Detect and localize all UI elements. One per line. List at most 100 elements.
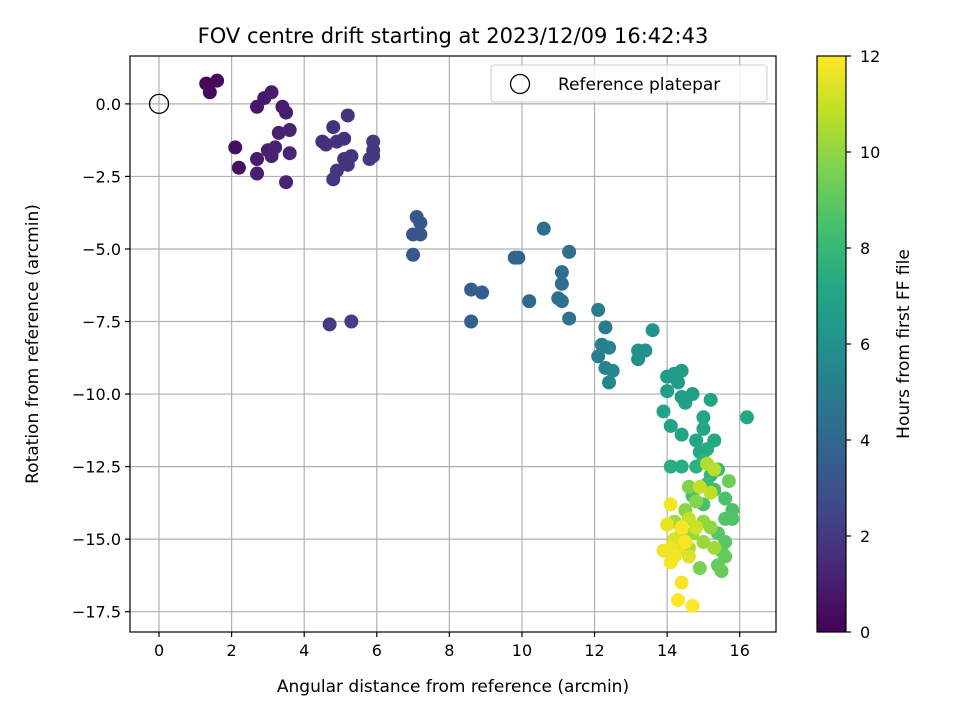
x-tick-label: 14 (657, 641, 677, 660)
data-point (689, 520, 704, 535)
data-point (678, 535, 693, 550)
data-point (326, 120, 341, 135)
data-point (605, 363, 620, 378)
colorbar-tick-label: 12 (860, 47, 880, 66)
colorbar-ticks: 0 2 4 6 8 10 12 (846, 47, 880, 642)
y-tick-label: −12.5 (72, 458, 121, 477)
data-point (671, 375, 686, 390)
data-point (674, 459, 689, 474)
colorbar-tick-label: 0 (860, 623, 870, 642)
data-point (663, 459, 678, 474)
data-point (660, 384, 675, 399)
data-point (591, 302, 606, 317)
data-point (696, 410, 711, 425)
y-axis-ticks: 0.0 −2.5 −5.0 −7.5 −10.0 −12.5 −15.0 −17.5 (72, 95, 130, 622)
data-point (638, 343, 653, 358)
x-axis-ticks: 0 2 4 6 8 10 12 14 16 (154, 632, 750, 660)
data-point (210, 73, 225, 88)
data-point (681, 549, 696, 564)
y-tick-label: 0.0 (96, 95, 121, 114)
data-point (231, 160, 246, 175)
data-point (674, 520, 689, 535)
y-axis-label: Rotation from reference (arcmin) (23, 204, 43, 484)
x-tick-label: 12 (584, 641, 604, 660)
data-point (660, 517, 675, 532)
x-tick-label: 8 (444, 641, 454, 660)
y-tick-label: −5.0 (82, 240, 121, 259)
data-point (344, 149, 359, 164)
data-point (511, 250, 526, 265)
data-point (671, 593, 686, 608)
data-point (714, 564, 729, 579)
data-point (591, 349, 606, 364)
data-point (681, 479, 696, 494)
data-point (562, 311, 577, 326)
data-point (663, 418, 678, 433)
data-point (250, 152, 265, 167)
data-point (271, 125, 286, 140)
data-point (279, 105, 294, 120)
data-point (344, 314, 359, 329)
data-point (696, 535, 711, 550)
data-point (703, 485, 718, 500)
data-point (228, 140, 243, 155)
data-point (282, 122, 297, 137)
x-tick-label: 4 (299, 641, 309, 660)
data-point (554, 294, 569, 309)
data-point (554, 276, 569, 291)
data-points (199, 73, 754, 613)
legend-marker-circle-icon (509, 73, 531, 95)
legend-box (490, 64, 768, 103)
y-tick-label: −15.0 (72, 530, 121, 549)
data-point (663, 555, 678, 570)
data-point (536, 221, 551, 236)
data-point (725, 511, 740, 526)
data-point (674, 363, 689, 378)
data-point (413, 215, 428, 230)
colorbar-gradient (816, 55, 847, 633)
data-point (413, 227, 428, 242)
data-point (264, 85, 279, 100)
colorbar-tick-label: 6 (860, 335, 870, 354)
data-point (703, 392, 718, 407)
data-point (663, 497, 678, 512)
colorbar-label: Hours from first FF file (894, 249, 914, 439)
data-point (522, 294, 537, 309)
data-point (718, 491, 733, 506)
data-point (326, 172, 341, 187)
colorbar: 0 2 4 6 8 10 12 Hours from first FF file (816, 47, 914, 642)
colorbar-tick-label: 2 (860, 527, 870, 546)
data-point (202, 85, 217, 100)
data-point (602, 340, 617, 355)
colorbar-tick-label: 4 (860, 431, 870, 450)
y-tick-label: −7.5 (82, 313, 121, 332)
data-point (282, 146, 297, 161)
data-point (685, 598, 700, 613)
data-point (598, 320, 613, 335)
colorbar-tick-label: 8 (860, 239, 870, 258)
data-point (602, 375, 617, 390)
chart-title: FOV centre drift starting at 2023/12/09 … (198, 24, 709, 48)
data-point (562, 244, 577, 259)
x-tick-label: 6 (372, 641, 382, 660)
reference-platepar-marker (148, 93, 170, 115)
data-point (279, 175, 294, 190)
x-tick-label: 2 (227, 641, 237, 660)
data-point (674, 575, 689, 590)
plot-frame (129, 55, 777, 633)
data-point (406, 247, 421, 262)
data-point (475, 285, 490, 300)
data-point (340, 108, 355, 123)
data-point (692, 479, 707, 494)
data-point (721, 474, 736, 489)
data-point (464, 314, 479, 329)
data-point (656, 543, 671, 558)
data-point (703, 520, 718, 535)
data-point (739, 410, 754, 425)
data-point (674, 427, 689, 442)
legend-label: Reference platepar (558, 75, 720, 95)
colorbar-tick-label: 10 (860, 143, 880, 162)
data-point (692, 561, 707, 576)
